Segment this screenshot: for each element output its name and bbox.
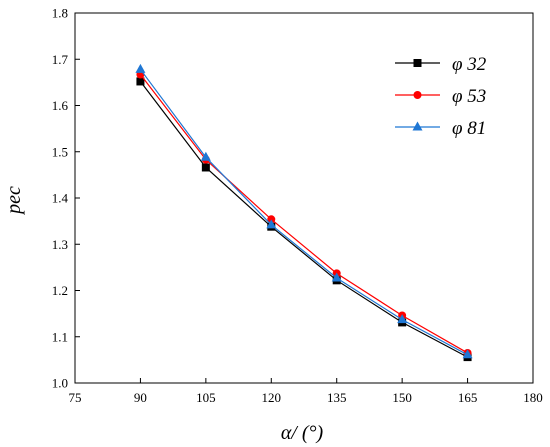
- y-axis: 1.0 1.1 1.2 1.3 1.4 1.5 1.6 1.7 1.8: [52, 6, 80, 391]
- y-axis-title: pec: [3, 186, 25, 216]
- series-1: [136, 70, 472, 357]
- data-point: [266, 219, 277, 229]
- y-tick-label: 1.0: [52, 376, 68, 391]
- data-point: [200, 151, 211, 161]
- legend: φ 32 φ 53 φ 81: [395, 54, 487, 139]
- y-tick-label: 1.1: [52, 329, 68, 344]
- legend-item: φ 32: [395, 54, 487, 75]
- x-tick-label: 90: [134, 390, 147, 405]
- series-2: [135, 63, 473, 359]
- y-tick-label: 1.3: [52, 237, 68, 252]
- x-tick-label: 165: [458, 390, 478, 405]
- legend-marker: [413, 59, 422, 67]
- legend-marker: [412, 121, 423, 131]
- data-point: [267, 215, 276, 224]
- legend-item: φ 81: [395, 118, 486, 139]
- data-point: [201, 163, 210, 172]
- x-tick-label: 150: [392, 390, 412, 405]
- x-axis-title: α/ (°): [281, 422, 324, 444]
- x-tick-label: 105: [196, 390, 216, 405]
- series-line: [139, 81, 468, 358]
- legend-label: φ 53: [452, 86, 486, 107]
- series-0: [136, 77, 472, 362]
- data-point: [135, 63, 146, 73]
- x-tick-label: 75: [69, 390, 82, 405]
- y-tick-label: 1.5: [52, 144, 68, 159]
- data-point: [462, 349, 473, 359]
- y-tick-label: 1.4: [52, 191, 69, 206]
- x-tick-label: 120: [262, 390, 282, 405]
- y-tick-label: 1.6: [52, 98, 69, 113]
- y-tick-label: 1.8: [52, 6, 68, 21]
- y-tick-label: 1.2: [52, 283, 68, 298]
- x-tick-label: 135: [327, 390, 347, 405]
- data-point: [136, 77, 145, 86]
- y-tick-label: 1.7: [52, 52, 69, 67]
- data-point: [331, 272, 342, 282]
- legend-item: φ 53: [395, 86, 486, 107]
- data-point: [397, 314, 408, 324]
- legend-label: φ 32: [452, 54, 487, 75]
- legend-label: φ 81: [452, 118, 486, 139]
- x-tick-label: 180: [523, 390, 543, 405]
- legend-marker: [413, 91, 422, 99]
- x-axis: 75 90 105 120 135 150 165 180: [69, 378, 543, 405]
- series-line: [139, 74, 468, 354]
- series-line: [139, 69, 468, 356]
- series-layer: [135, 63, 473, 362]
